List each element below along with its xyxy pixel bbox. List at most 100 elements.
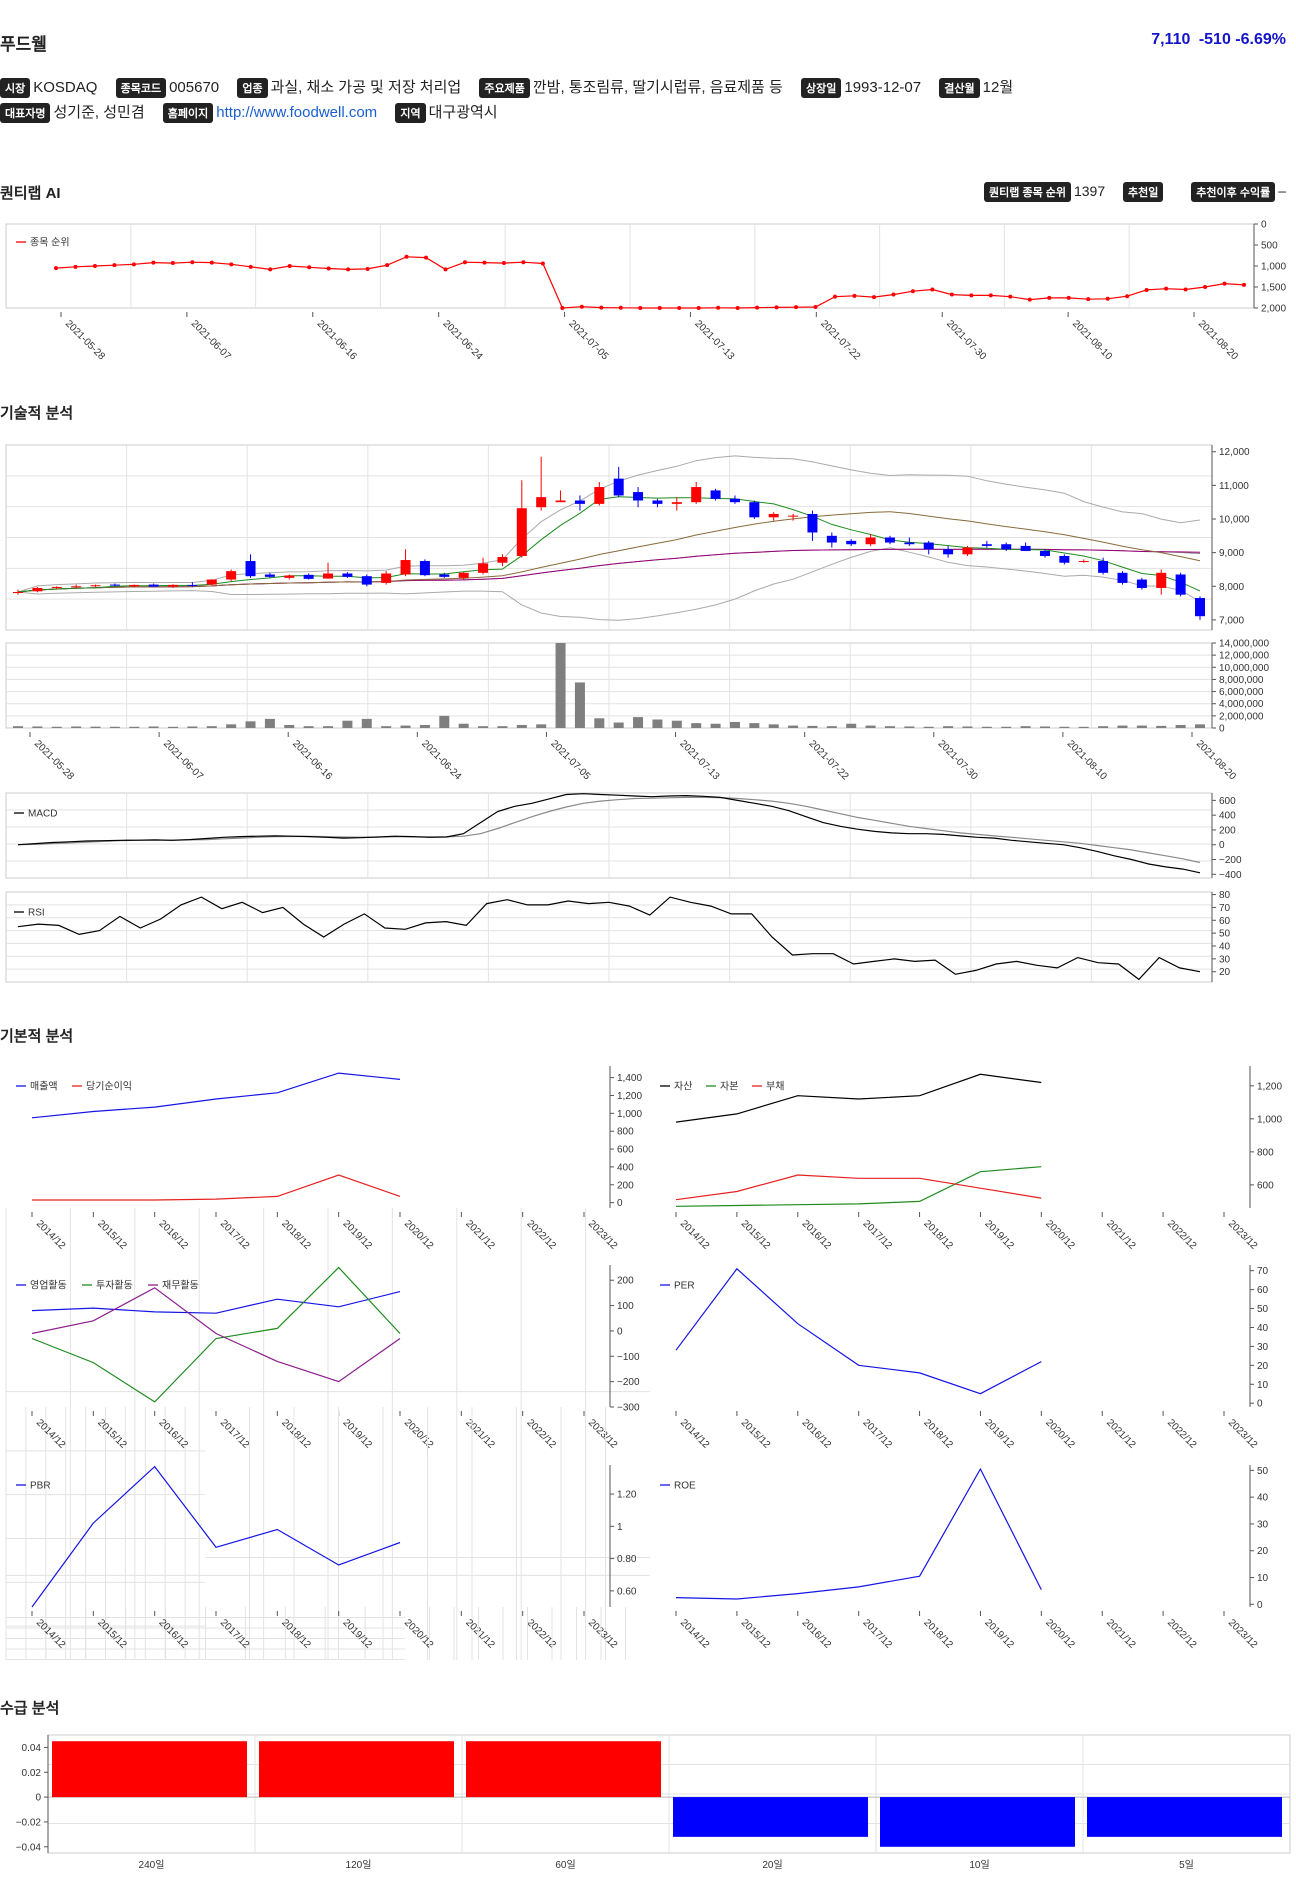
y-tick-label: 10,000,000 — [1219, 663, 1269, 674]
candle-body — [768, 513, 779, 518]
x-tick-label: 2021-07-13 — [692, 318, 736, 362]
candle-body — [226, 571, 237, 580]
y-tick-label: −0.02 — [16, 1817, 42, 1828]
rank-point — [794, 305, 799, 310]
rank-point — [657, 306, 662, 310]
x-tick-label: 2019/12 — [982, 1617, 1016, 1651]
x-tick-label: 2019/12 — [341, 1417, 375, 1451]
y-tick-label: 0 — [35, 1793, 41, 1804]
y-tick-label: 60 — [1219, 916, 1231, 927]
rank-point — [1164, 286, 1169, 291]
rank-point — [287, 264, 292, 268]
y-tick-label: 70 — [1257, 1266, 1269, 1277]
volume-bar — [264, 718, 275, 728]
x-tick-label: 2021/12 — [463, 1617, 497, 1651]
candle-body — [90, 585, 101, 587]
homepage-link[interactable]: http://www.foodwell.com — [216, 104, 378, 121]
candle-body — [1039, 550, 1050, 556]
rank-point — [774, 305, 779, 310]
sales-line — [32, 1174, 401, 1201]
y-tick-label: 800 — [617, 1127, 634, 1138]
volume-bar — [788, 725, 799, 728]
volume-bar — [846, 723, 857, 728]
y-tick-label: 20 — [1219, 967, 1231, 978]
rec-return-value: – — [1278, 182, 1286, 199]
x-tick-label: 2021/12 — [1104, 1417, 1138, 1451]
y-tick-label: 50 — [1257, 1304, 1269, 1315]
y-tick-label: 10,000 — [1219, 515, 1250, 526]
rank-chart: 0 500 1,000 1,500 2,000 종목 순위 2021-05-28 2021-0… — [5, 220, 1286, 363]
rank-point — [131, 262, 136, 267]
y-tick-label: 1,000 — [617, 1109, 642, 1120]
rank-point — [969, 293, 974, 298]
rank-point — [871, 295, 876, 300]
stock-name: 푸드웰 — [0, 35, 47, 54]
x-tick-label: 2017/12 — [861, 1218, 895, 1252]
listing-date-badge: 상장일 — [801, 78, 842, 99]
volume-bar — [671, 720, 682, 728]
x-tick-label: 2015/12 — [95, 1617, 129, 1651]
x-tick-label: 2017/12 — [218, 1617, 252, 1651]
x-tick-label: 2023/12 — [1226, 1417, 1260, 1451]
x-tick-label: 2021-05-28 — [63, 318, 107, 362]
y-tick-label: 0.80 — [617, 1554, 637, 1565]
y-tick-label: 500 — [1261, 241, 1278, 252]
legend-label: 부채 — [766, 1081, 784, 1093]
x-tick-label: 2014/12 — [34, 1617, 68, 1651]
y-tick-label: 600 — [1257, 1180, 1274, 1191]
rank-point — [1183, 287, 1188, 292]
y-tick-label: 14,000,000 — [1219, 639, 1269, 650]
candle-body — [458, 572, 469, 578]
rank-point — [73, 264, 78, 269]
rank-point — [540, 261, 545, 266]
x-tick-label: 2018/12 — [279, 1218, 313, 1252]
section-title-ai: 퀀티랩 AI — [0, 185, 61, 202]
market-badge: 시장 — [0, 78, 31, 99]
listing-date-value: 1993-12-07 — [844, 79, 922, 96]
volume-bar — [904, 726, 915, 728]
sales-line — [31, 1072, 401, 1119]
candle-body — [652, 500, 663, 504]
x-tick-label: 2021-07-13 — [677, 738, 721, 782]
x-tick-label: 2021-06-24 — [419, 738, 463, 782]
x-tick-label: 2014/12 — [34, 1218, 68, 1252]
price-change: -510 — [1198, 31, 1231, 48]
rank-point — [190, 260, 195, 265]
volume-bar — [1078, 726, 1089, 728]
legend-label: 당기순이익 — [86, 1081, 132, 1093]
volume-bar — [303, 726, 314, 728]
rank-value: 1397 — [1073, 182, 1106, 199]
rank-point — [365, 266, 370, 271]
ma-20-line — [17, 511, 1201, 593]
y-tick-label: 0 — [1257, 1399, 1263, 1410]
rank-point — [755, 305, 760, 310]
code-value: 005670 — [169, 79, 220, 96]
volume-bar — [187, 726, 198, 728]
rec-date-badge: 추천일 — [1123, 182, 1164, 202]
volume-bar — [613, 722, 624, 728]
candle-body — [807, 513, 818, 533]
x-tick-label: 2021-07-22 — [818, 318, 862, 362]
rank-point — [326, 266, 331, 271]
rank-point — [1222, 281, 1227, 286]
y-tick-label: 30 — [1219, 954, 1231, 965]
pbr-line — [31, 1465, 401, 1608]
volume-bar — [206, 726, 217, 728]
x-tick-label: 240일 — [139, 1859, 165, 1871]
volume-bar — [478, 726, 489, 728]
section-title-supply: 수급 분석 — [0, 1700, 60, 1717]
rec-return-badge: 추천이후 수익률 — [1191, 182, 1276, 202]
candle-body — [574, 500, 585, 504]
y-tick-label: 0 — [1219, 840, 1225, 851]
rank-point — [346, 267, 351, 272]
y-tick-label: 8,000 — [1219, 582, 1244, 593]
y-tick-label: 80 — [1219, 890, 1231, 901]
y-tick-label: 50 — [1257, 1466, 1269, 1477]
industry-value: 과실, 채소 가공 및 저장 처리업 — [270, 79, 462, 96]
volume-bar — [962, 726, 973, 728]
x-tick-label: 2021-07-05 — [566, 318, 610, 362]
volume-bar — [32, 726, 43, 728]
y-tick-label: 30 — [1257, 1342, 1269, 1353]
ceo-value: 성기준, 성민겸 — [53, 104, 145, 121]
x-tick-label: 10일 — [969, 1859, 989, 1871]
